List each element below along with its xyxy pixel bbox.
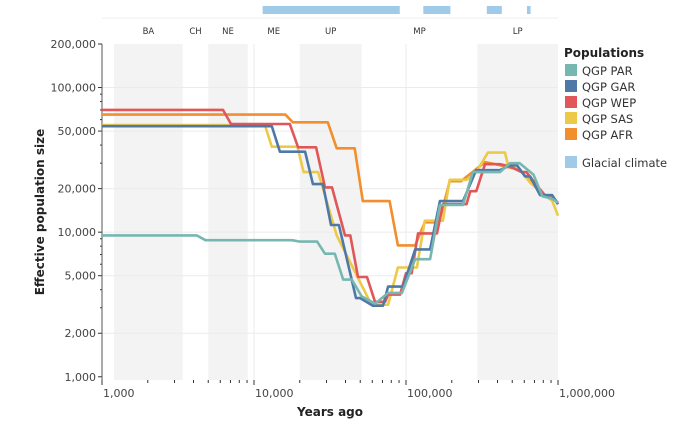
x-tick-label: 1,000 (103, 387, 135, 400)
series-lines (102, 108, 560, 308)
period-label: NE (222, 27, 234, 37)
glacial-bar (423, 6, 451, 14)
y-tick-label: 5,000 (65, 270, 97, 283)
legend-label: QGP SAS (582, 112, 633, 126)
period-label: UP (325, 27, 336, 37)
legend: Populations QGP PAR QGP GAR QGP WEP QGP SAS… (564, 46, 667, 170)
period-label: CH (189, 27, 201, 37)
x-axis-title: Years ago (296, 405, 363, 419)
y-tick-label: 2,000 (65, 327, 97, 340)
y-tick-label: 10,000 (58, 226, 97, 239)
legend-swatch (565, 112, 577, 124)
x-tick-label: 10,000 (255, 387, 294, 400)
glacial-bar (526, 6, 531, 14)
x-tick-label: 100,000 (407, 387, 453, 400)
glacial-bar (486, 6, 502, 14)
period-label: LP (513, 27, 523, 37)
period-label: BA (143, 27, 155, 37)
legend-label: QGP WEP (582, 96, 636, 110)
y-axis-title: Effective population size (33, 129, 47, 296)
period-label: ME (267, 27, 280, 37)
glacial-climate-bars (102, 6, 558, 19)
legend-swatch (565, 96, 577, 108)
legend-title: Populations (564, 46, 644, 60)
period-bands (114, 44, 558, 380)
y-tick-label: 50,000 (58, 125, 97, 138)
period-label: MP (413, 27, 425, 37)
series-line-qgp-par (102, 161, 559, 306)
legend-swatch (565, 64, 577, 76)
x-tick-label: 1,000,000 (559, 387, 615, 400)
axes: 200,000 100,000 50,000 20,000 10,000 5,000 2,0… (51, 38, 615, 400)
series-line-qgp-wep (102, 108, 560, 304)
y-tick-label: 200,000 (51, 38, 97, 51)
legend-label: QGP AFR (582, 128, 633, 142)
legend-label: Glacial climate (582, 156, 667, 170)
legend-swatch (565, 80, 577, 92)
y-tick-label: 1,000 (65, 371, 97, 384)
period-labels: BA CH NE ME UP MP LP (143, 27, 523, 37)
legend-swatch (565, 156, 577, 168)
y-tick-label: 20,000 (58, 183, 97, 196)
period-band (114, 44, 183, 380)
y-tick-label: 100,000 (51, 82, 97, 95)
period-band (477, 44, 558, 380)
legend-swatch (565, 128, 577, 140)
glacial-bar (262, 6, 400, 14)
legend-label: QGP GAR (582, 80, 635, 94)
legend-label: QGP PAR (582, 64, 633, 78)
period-band (208, 44, 248, 380)
